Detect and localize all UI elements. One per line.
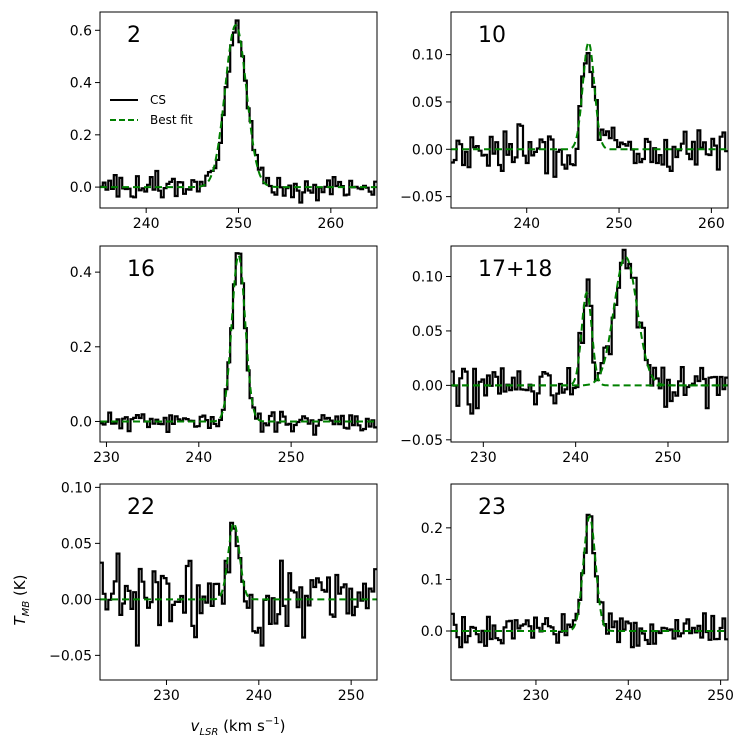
panel-frame [450,245,729,443]
y-tick-label: 0.2 [70,128,92,144]
x-tick-label: 230 [470,450,497,466]
spectrum-panel: 240 250 260 −0.05 0.00 0.05 0.10 10 [400,11,729,232]
x-tick-label: 260 [698,216,725,232]
plot-area [100,252,377,436]
x-tick-label: 240 [562,450,589,466]
x-axis-title-main: v [191,717,201,735]
best-fit-line [451,514,728,632]
plot-area [100,19,377,204]
y-tick-label: −0.05 [400,433,443,449]
panel-number-label: 23 [478,495,506,520]
y-tick-label: 0.0 [421,624,443,640]
panel-number-label: 16 [127,257,155,282]
plot-area [451,513,728,649]
best-fit-line [100,521,377,601]
panel-number-label: 2 [127,23,141,48]
y-tick-label: 0.4 [70,265,92,281]
panel-number-label: 10 [478,23,506,48]
x-axis-title-unit: (km s [218,717,265,735]
spectrum-panel: 240 250 260 0.0 0.2 0.4 0.6 2 [70,11,378,232]
panel-number-label: 17+18 [478,257,552,282]
plot-area [100,521,377,647]
panel-frame [450,11,729,209]
y-tick-label: 0.00 [412,378,443,394]
x-tick-label: 240 [615,688,642,704]
legend-data-label: CS [150,93,166,107]
x-tick-label: 240 [185,450,212,466]
x-tick-label: 250 [225,216,252,232]
y-tick-label: 0.4 [70,76,92,92]
y-tick-label: 0.05 [61,536,92,552]
spectrum-panel: 230 240 250 0.0 0.1 0.2 23 [421,483,734,704]
y-tick-label: −0.05 [49,648,92,664]
y-tick-label: 0.10 [412,48,443,64]
x-tick-label: 230 [523,688,550,704]
x-tick-label: 240 [513,216,540,232]
x-axis-title-close: ) [280,717,286,735]
spectrum-panel: 230 240 250 −0.05 0.00 0.05 0.10 17+18 [400,245,729,466]
x-tick-label: 250 [707,688,734,704]
y-axis-title-sub: MB [21,601,32,617]
plot-area [451,40,728,178]
x-tick-label: 240 [245,688,272,704]
plot-area [451,248,728,415]
y-axis-title: TMB (K) [11,575,32,626]
cs-spectrum-line [451,52,728,178]
cs-spectrum-line [451,248,728,415]
x-tick-label: 230 [153,688,180,704]
legend: CS Best fit [110,93,193,127]
y-tick-label: 0.05 [412,95,443,111]
y-tick-label: 0.00 [61,592,92,608]
y-tick-label: 0.0 [70,180,92,196]
y-axis-title-main: T [11,614,29,625]
legend-fit-label: Best fit [150,113,193,127]
panel-frame [99,245,378,443]
panel-frame [99,483,378,681]
y-tick-label: 0.05 [412,324,443,340]
y-tick-label: 0.1 [421,572,443,588]
x-tick-label: 250 [606,216,633,232]
x-tick-label: 240 [133,216,160,232]
best-fit-line [100,23,377,189]
y-axis-title-unit: (K) [11,575,29,601]
best-fit-line [100,253,377,423]
x-tick-label: 250 [278,450,305,466]
y-tick-label: 0.0 [70,414,92,430]
y-tick-label: 0.2 [70,340,92,356]
x-tick-label: 250 [338,688,365,704]
panel-frame [450,483,729,681]
best-fit-line [451,255,728,387]
x-tick-label: 250 [655,450,682,466]
x-axis-title-sub: LSR [199,727,218,738]
y-tick-label: 0.10 [412,269,443,285]
spectrum-panel: 230 240 250 −0.05 0.00 0.05 0.10 22 [49,480,378,704]
x-tick-label: 230 [93,450,120,466]
spectrum-panel: 230 240 250 0.0 0.2 0.4 16 [70,245,378,466]
best-fit-line [451,40,728,151]
y-tick-label: −0.05 [400,190,443,206]
x-axis-title: vLSR (km s−1) [191,716,286,738]
y-tick-label: 0.00 [412,142,443,158]
panel-number-label: 22 [127,495,155,520]
x-axis-title-exp: −1 [265,716,280,727]
y-tick-label: 0.2 [421,521,443,537]
y-tick-label: 0.6 [70,23,92,39]
x-tick-label: 260 [317,216,344,232]
y-tick-label: 0.10 [61,480,92,496]
